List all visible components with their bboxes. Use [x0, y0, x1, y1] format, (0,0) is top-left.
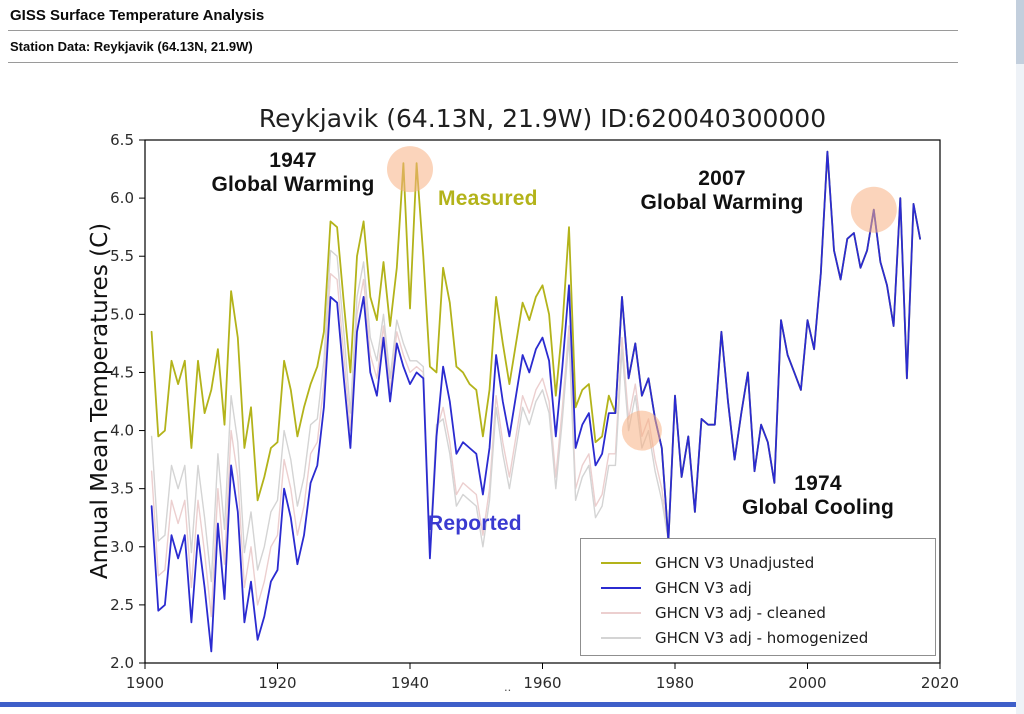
legend-label: GHCN V3 adj - cleaned	[655, 603, 826, 622]
legend-label: GHCN V3 adj	[655, 578, 752, 597]
svg-text:2020: 2020	[921, 674, 959, 692]
legend: GHCN V3 Unadjusted GHCN V3 adj GHCN V3 adj…	[580, 538, 936, 656]
svg-text:2.5: 2.5	[110, 596, 134, 614]
svg-text:1900: 1900	[126, 674, 164, 692]
legend-swatch	[601, 636, 641, 639]
legend-item: GHCN V3 Unadjusted	[601, 550, 935, 575]
annotation-year: 2007	[698, 167, 746, 190]
annotation-year: 1947	[269, 149, 317, 172]
svg-text:3.0: 3.0	[110, 538, 134, 556]
legend-swatch	[601, 586, 641, 589]
header-divider	[8, 30, 958, 31]
svg-text:1940: 1940	[391, 674, 429, 692]
legend-items: GHCN V3 Unadjusted GHCN V3 adj GHCN V3 adj…	[601, 550, 935, 650]
annotation-text: Global Warming	[211, 172, 375, 196]
legend-label: GHCN V3 Unadjusted	[655, 553, 815, 572]
annotation-1974-global-cooling: 1974 Global Cooling	[718, 472, 918, 519]
reported-series-label: Reported	[428, 512, 522, 535]
svg-text:4.0: 4.0	[110, 422, 134, 440]
footer-dots: ..	[504, 679, 512, 694]
annotation-year: 1974	[794, 472, 842, 495]
legend-item: GHCN V3 adj - homogenized	[601, 625, 935, 650]
svg-text:3.5: 3.5	[110, 480, 134, 498]
legend-swatch	[601, 611, 641, 614]
subheader-divider	[8, 62, 958, 63]
legend-swatch	[601, 561, 641, 564]
svg-text:6.5: 6.5	[110, 131, 134, 149]
svg-text:5.0: 5.0	[110, 305, 134, 323]
svg-text:1920: 1920	[258, 674, 296, 692]
annotation-2007-global-warming: 2007 Global Warming	[612, 167, 832, 214]
station-subtitle: Station Data: Reykjavik (64.13N, 21.9W)	[10, 39, 253, 54]
accent-bar	[0, 702, 1024, 707]
legend-item: GHCN V3 adj - cleaned	[601, 600, 935, 625]
scrollbar[interactable]	[1016, 0, 1024, 714]
annotation-1947-global-warming: 1947 Global Warming	[183, 149, 403, 196]
annotation-text: Global Cooling	[741, 495, 895, 519]
measured-series-label: Measured	[438, 187, 538, 210]
svg-text:4.5: 4.5	[110, 363, 134, 381]
svg-text:1960: 1960	[523, 674, 561, 692]
page-title: GISS Surface Temperature Analysis	[10, 7, 265, 24]
svg-text:6.0: 6.0	[110, 189, 134, 207]
scrollbar-thumb[interactable]	[1016, 0, 1024, 64]
legend-item: GHCN V3 adj	[601, 575, 935, 600]
svg-text:1980: 1980	[656, 674, 694, 692]
annotation-text: Global Warming	[640, 190, 804, 214]
svg-text:5.5: 5.5	[110, 247, 134, 265]
svg-text:2000: 2000	[788, 674, 826, 692]
chart-title: Reykjavik (64.13N, 21.9W) ID:62004030000…	[258, 104, 827, 133]
svg-text:2.0: 2.0	[110, 654, 134, 672]
legend-label: GHCN V3 adj - homogenized	[655, 628, 869, 647]
